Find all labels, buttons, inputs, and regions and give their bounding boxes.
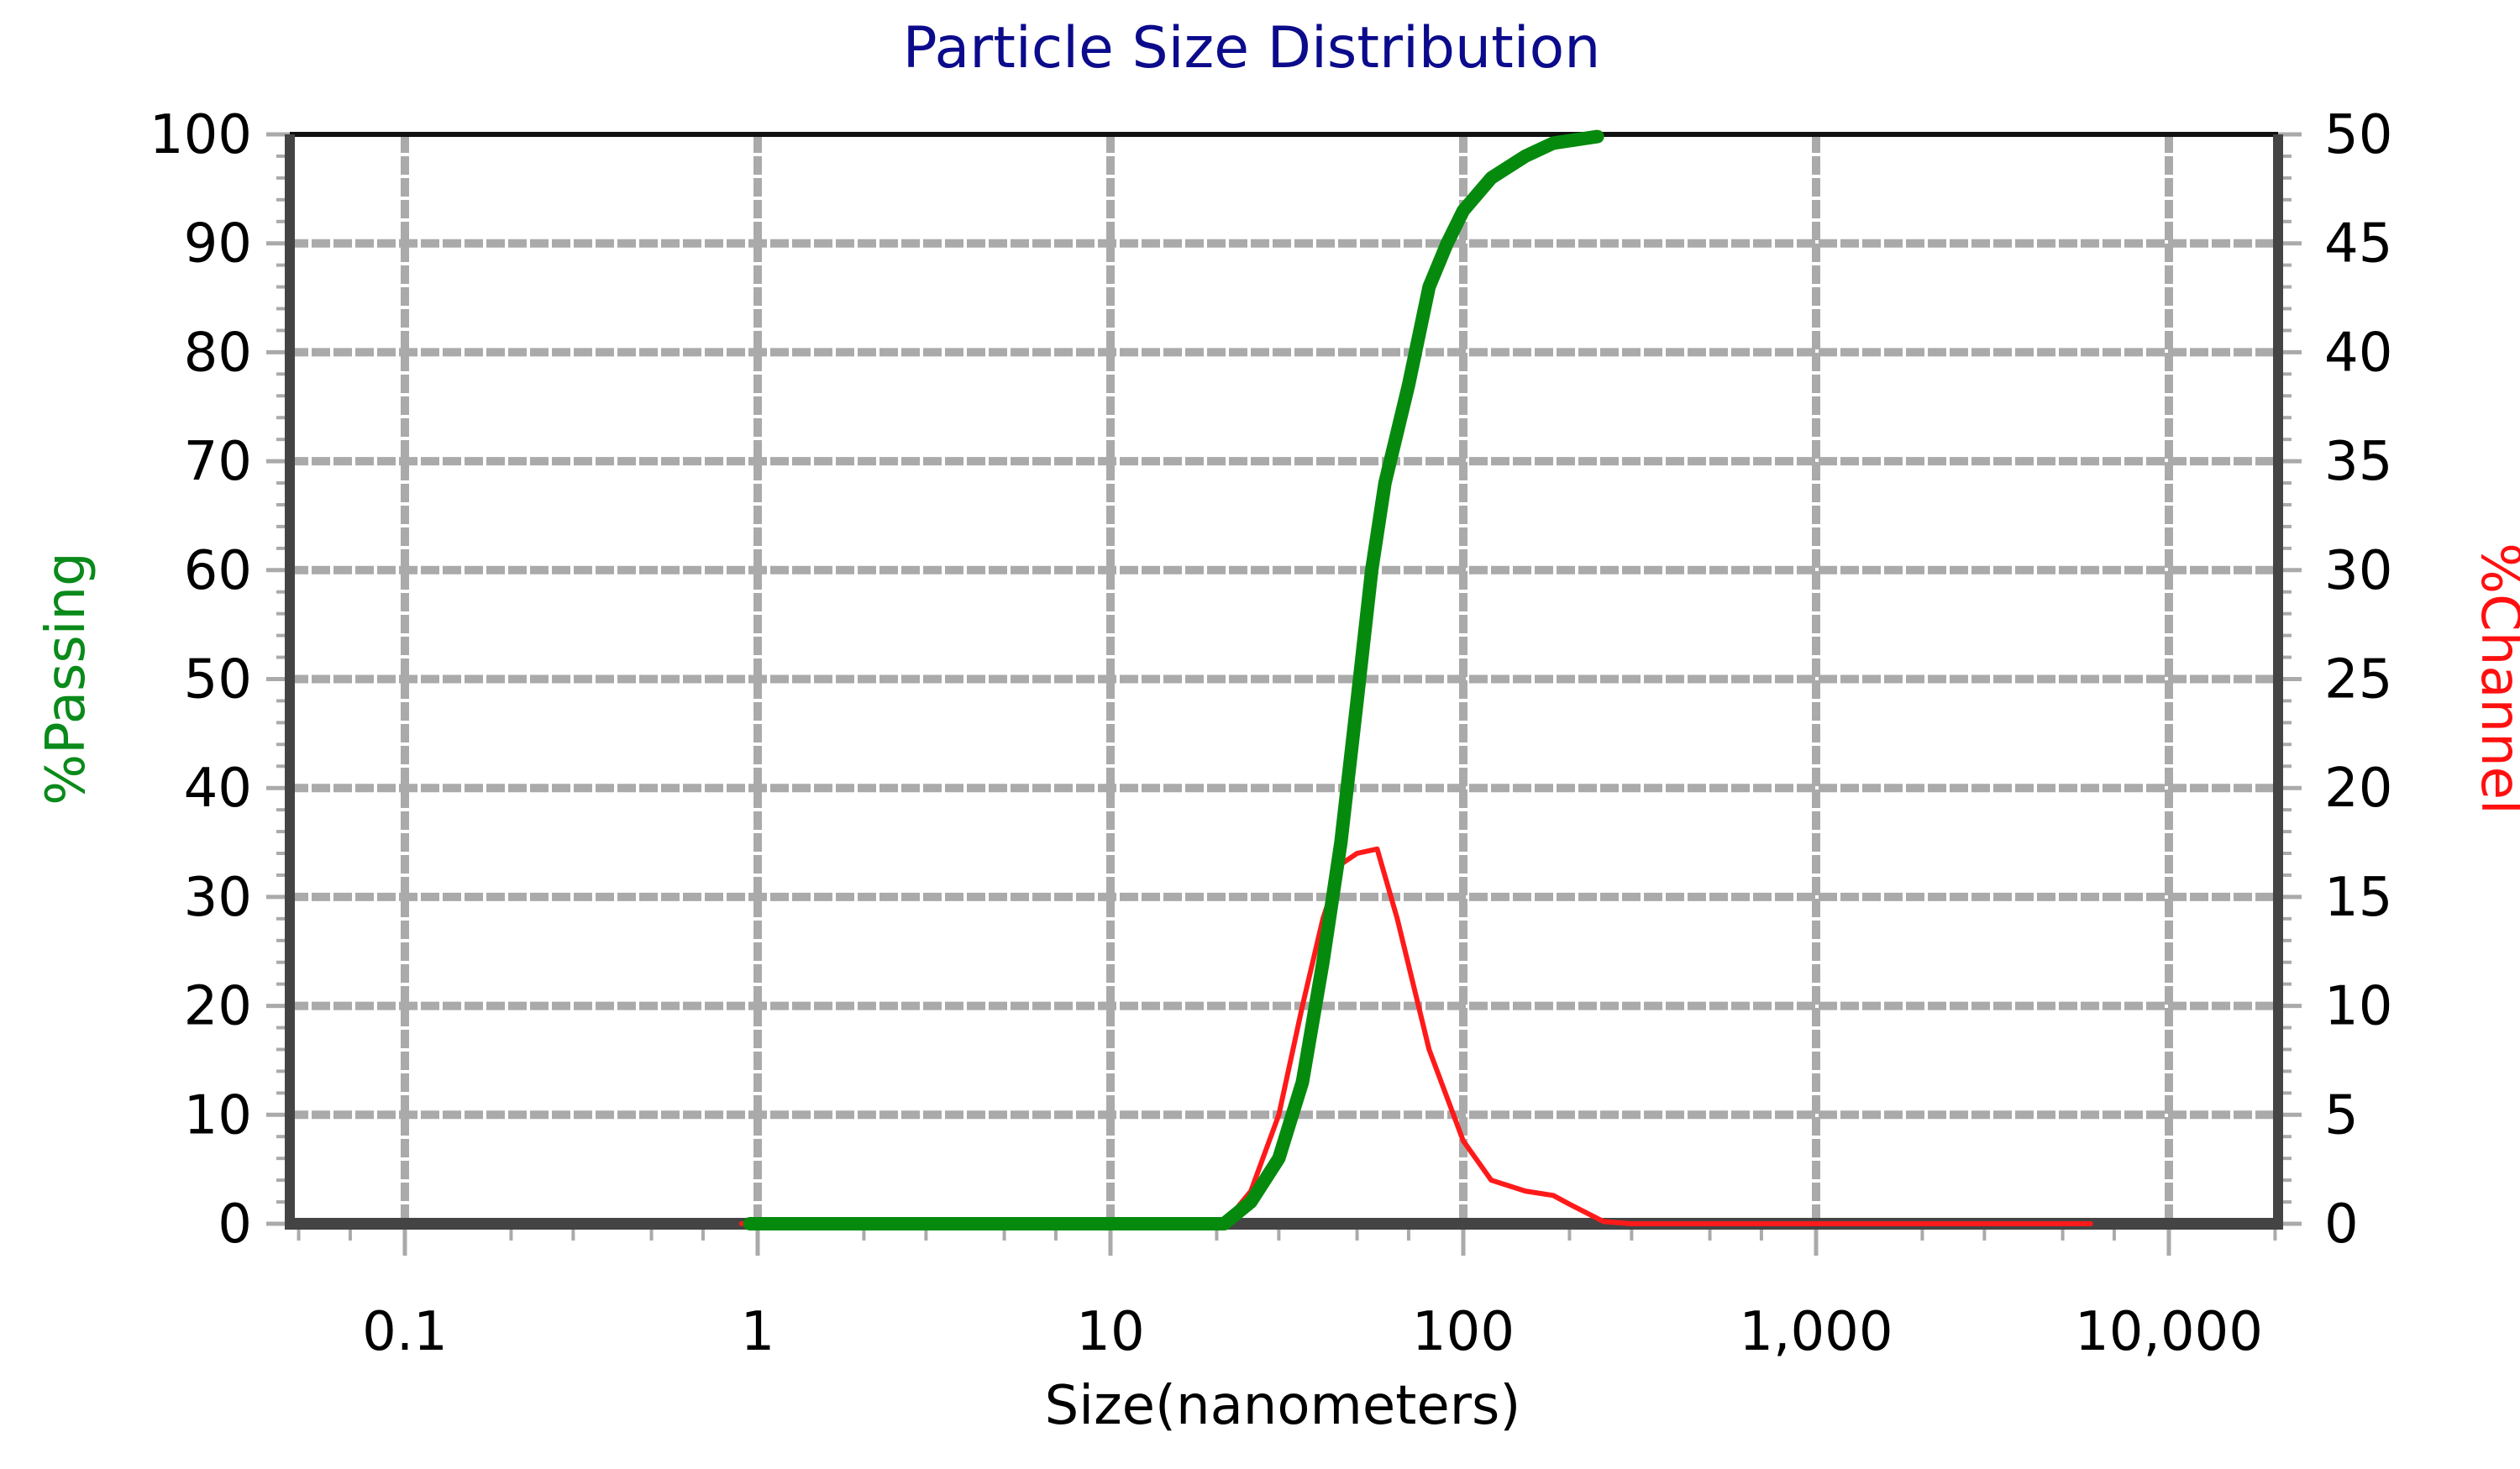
- grid-lines: [266, 132, 2302, 1256]
- y-tick-label: 0: [218, 1194, 252, 1256]
- chart-title: Particle Size Distribution: [903, 15, 1601, 81]
- y-tick-label: 80: [184, 322, 252, 384]
- y-tick-label: 50: [184, 649, 252, 711]
- y-right-tick-label: 0: [2324, 1194, 2359, 1256]
- x-tick-label: 1: [741, 1301, 775, 1363]
- x-axis-label: Size(nanometers): [1045, 1375, 1521, 1437]
- y-right-tick-label: 15: [2324, 867, 2392, 929]
- data-series: [738, 129, 2093, 1230]
- x-tick-label: 100: [1412, 1301, 1515, 1363]
- y-tick-label: 10: [184, 1084, 252, 1146]
- y-right-tick-label: 45: [2324, 213, 2392, 275]
- x-tick-label: 1,000: [1739, 1301, 1893, 1363]
- y-tick-label: 20: [184, 976, 252, 1038]
- y-right-tick-label: 25: [2324, 649, 2392, 711]
- y-right-tick-label: 50: [2324, 104, 2392, 166]
- y-right-tick-label: 10: [2324, 976, 2392, 1038]
- y-right-tick-label: 35: [2324, 431, 2392, 493]
- x-tick-label: 10: [1076, 1301, 1144, 1363]
- y-tick-label: 60: [184, 540, 252, 602]
- x-tick-label: 10,000: [2075, 1301, 2263, 1363]
- y-tick-label: 100: [150, 104, 252, 166]
- y-right-tick-label: 20: [2324, 758, 2392, 820]
- y-tick-label: 30: [184, 867, 252, 929]
- y-tick-label: 70: [184, 431, 252, 493]
- passing-line: [743, 129, 1604, 1230]
- y-tick-label: 40: [184, 758, 252, 820]
- channel-line: [738, 846, 2093, 1226]
- y-right-tick-label: 30: [2324, 540, 2392, 602]
- x-tick-label: 0.1: [362, 1301, 448, 1363]
- y-right-tick-label: 5: [2324, 1084, 2359, 1146]
- y-right-tick-label: 40: [2324, 322, 2392, 384]
- y-tick-label: 90: [184, 213, 252, 275]
- tick-labels: 0 10 20 30 40 50 60 70 80 90 100 0 5 10 15 20 25 30 35 40 45…: [150, 104, 2393, 1363]
- y-axis-right-label: %Channel: [2469, 543, 2520, 815]
- y-axis-left-label: %Passing: [35, 552, 97, 805]
